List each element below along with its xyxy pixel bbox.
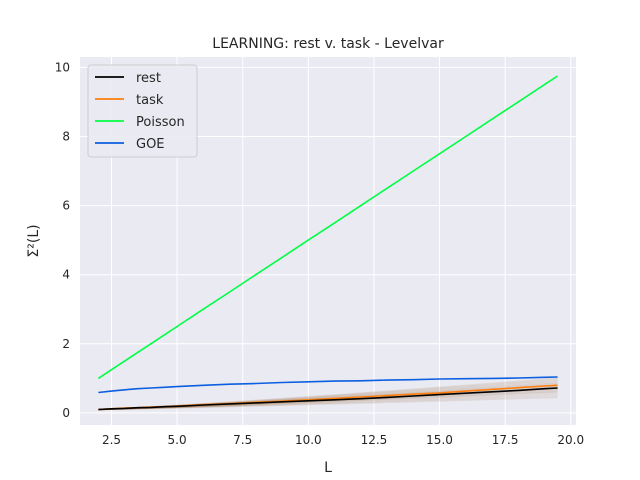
- legend-label-goe: GOE: [136, 137, 165, 152]
- legend-label-rest: rest: [136, 71, 161, 86]
- series-line-poisson: [97, 75, 559, 380]
- x-tick-label: 15.0: [426, 433, 453, 447]
- trial-curve: [98, 394, 558, 411]
- legend-label-task: task: [136, 93, 164, 108]
- chart-title: LEARNING: rest v. task - Levelvar: [212, 36, 444, 52]
- y-axis-label: Σ²(L): [26, 224, 42, 257]
- trial-curve: [98, 396, 558, 411]
- x-tick-label: 12.5: [361, 433, 388, 447]
- legend-box: [87, 64, 198, 158]
- series-line-goe: [98, 376, 558, 394]
- x-tick-label: 5.0: [168, 433, 187, 447]
- legend-label-poisson: Poisson: [136, 115, 185, 130]
- y-tick-label: 2: [62, 337, 70, 351]
- y-tick-label: 4: [62, 268, 70, 282]
- x-axis-label: L: [324, 460, 332, 476]
- series-line-rest: [98, 387, 558, 411]
- y-tick-label: 8: [62, 129, 70, 143]
- y-tick-label: 10: [55, 60, 70, 74]
- y-tick-label: 0: [62, 406, 70, 420]
- x-tick-label: 10.0: [295, 433, 322, 447]
- x-tick-label: 2.5: [102, 433, 121, 447]
- y-tick-label: 6: [62, 199, 70, 213]
- legend: rest task Poisson GOE: [87, 64, 198, 158]
- x-axis-ticks: 2.5 5.0 7.5 10.0 12.5 15.0 17.5 20.0: [102, 433, 584, 447]
- x-tick-label: 17.5: [492, 433, 519, 447]
- series-lines: [97, 75, 559, 411]
- y-axis-ticks: 0 2 4 6 8 10: [55, 60, 70, 420]
- x-tick-label: 7.5: [233, 433, 252, 447]
- x-tick-label: 20.0: [557, 433, 584, 447]
